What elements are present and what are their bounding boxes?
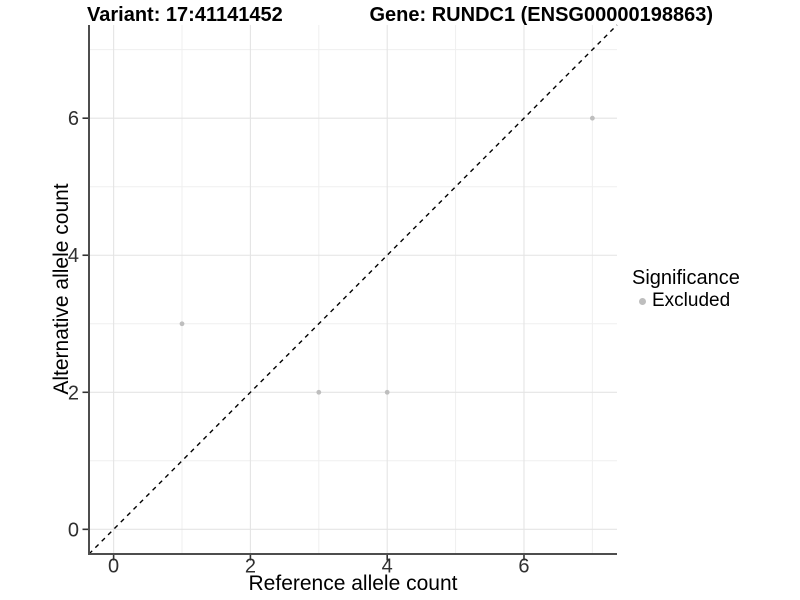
data-point [316, 389, 322, 395]
data-point [179, 321, 185, 327]
data-point [384, 389, 390, 395]
plot-title-variant: Variant: 17:41141452 [87, 4, 283, 26]
y-tick-label: 4 [68, 245, 79, 267]
legend: Significance Excluded [632, 266, 740, 312]
x-tick-label: 4 [382, 556, 393, 578]
y-tick-label: 2 [68, 382, 79, 404]
y-tick-label: 0 [68, 519, 79, 541]
x-tick-label: 0 [108, 556, 119, 578]
plot-title-gene: Gene: RUNDC1 (ENSG00000198863) [369, 4, 714, 26]
legend-entry-excluded: Excluded [632, 290, 740, 312]
y-axis-title: Alternative allele count [50, 183, 73, 395]
legend-title: Significance [632, 267, 740, 289]
legend-entry-label: Excluded [652, 290, 731, 311]
y-tick-label: 6 [68, 108, 79, 130]
legend-point-swatch [639, 297, 646, 305]
identity-reference-line [88, 24, 618, 555]
data-point [589, 115, 595, 121]
x-tick-label: 2 [245, 556, 256, 578]
x-tick-label: 6 [518, 556, 529, 578]
x-axis-title: Reference allele count [248, 572, 458, 595]
